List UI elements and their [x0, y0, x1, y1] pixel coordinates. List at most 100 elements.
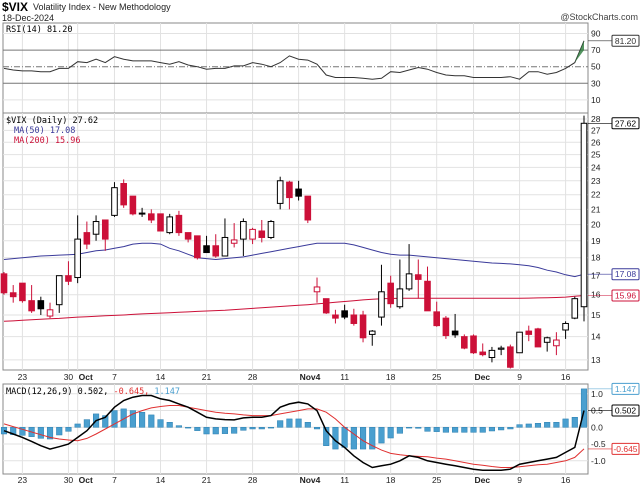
- price-y-tick: 14: [591, 332, 601, 342]
- histogram-bar: [452, 427, 459, 433]
- price-y-tick: 23: [591, 176, 601, 186]
- candlestick: [129, 195, 137, 216]
- candle-body: [249, 228, 256, 240]
- histogram-bar: [534, 423, 542, 428]
- price-y-tick: 20: [591, 220, 601, 230]
- histogram-bar: [129, 410, 136, 428]
- candlestick: [543, 336, 551, 352]
- histogram-bar: [424, 427, 431, 432]
- candle-body: [507, 346, 514, 368]
- x-tick-label: 11: [340, 475, 349, 485]
- price-y-tick: 25: [591, 150, 601, 160]
- x-tick-label: 11: [340, 372, 349, 382]
- x-tick-label: 18: [386, 372, 396, 382]
- signal-line: [3, 405, 585, 468]
- macd-legend-hist: 1.147: [149, 387, 180, 397]
- histogram-bar: [406, 427, 413, 429]
- histogram-bar: [415, 427, 422, 429]
- x-tick-label: 9: [517, 372, 522, 382]
- rsi-panel: 90 70 50 30 10 81.20: [2, 22, 640, 114]
- ma200-value-tag: 15.96: [615, 291, 637, 301]
- candle-body: [240, 221, 247, 240]
- macd-legend: MACD(12,26,9) 0.502, -0.645, 1.147: [6, 387, 180, 397]
- histogram-bar: [341, 427, 348, 448]
- candle-body: [148, 213, 155, 221]
- candlestick: [37, 296, 45, 315]
- rsi-y-tick: 10: [591, 95, 601, 105]
- candlestick: [286, 180, 293, 210]
- histogram-bar: [350, 427, 357, 450]
- histogram-bar: [102, 415, 109, 428]
- histogram-bar: [0, 427, 8, 435]
- candlestick: [497, 345, 505, 356]
- price-y-tick: 27: [591, 125, 601, 135]
- candlestick: [194, 235, 201, 260]
- histogram-bar: [157, 419, 164, 428]
- histogram-bar: [507, 427, 514, 430]
- x-tick-label: 7: [112, 372, 117, 382]
- candle-body: [451, 330, 459, 336]
- price-legend: $VIX (Daily) 27.62: [6, 116, 98, 126]
- histogram-bar: [498, 427, 505, 431]
- histogram-value-tag-box: [611, 382, 640, 395]
- candlestick: [553, 332, 560, 356]
- candlestick: [295, 180, 302, 201]
- ma200-value-tag-box: [611, 289, 640, 302]
- candlestick: [341, 304, 348, 320]
- histogram-bar: [65, 427, 72, 432]
- histogram-value-tag: 1.147: [615, 384, 637, 394]
- histogram-bar: [148, 414, 155, 428]
- histogram-bar: [267, 427, 275, 429]
- candlestick: [28, 285, 35, 313]
- candle-body: [230, 239, 238, 244]
- histogram-bar: [442, 427, 449, 433]
- x-tick-label: 16: [561, 372, 571, 382]
- candle-body: [92, 221, 100, 235]
- histogram-bar: [378, 427, 385, 444]
- histogram-bar: [46, 427, 54, 440]
- candle-body: [488, 349, 496, 359]
- x-tick-label: Oct: [79, 372, 93, 382]
- histogram-bar: [203, 427, 210, 435]
- price-y-tick: 19: [591, 236, 601, 246]
- candlestick: [19, 282, 26, 303]
- price-y-tick: 17: [591, 271, 601, 281]
- histogram-bar: [56, 427, 63, 436]
- candle-body: [9, 292, 17, 298]
- x-tick-label: 23: [18, 372, 28, 382]
- candle-body: [221, 236, 229, 257]
- histogram-bar: [231, 427, 238, 434]
- rsi-y-tick: 90: [591, 29, 601, 39]
- price-y-tick: 22: [591, 190, 601, 200]
- candle-body: [46, 309, 54, 317]
- signal-value-tag: -0.645: [613, 444, 637, 454]
- histogram-bar: [258, 427, 265, 430]
- rsi-y-tick: 50: [591, 62, 601, 72]
- histogram-bar: [37, 427, 44, 439]
- candle-body: [120, 183, 127, 206]
- candle-body: [0, 273, 8, 294]
- candlestick: [249, 227, 256, 245]
- candlestick: [378, 264, 385, 326]
- macd-value-tag-box: [611, 404, 640, 417]
- candle-body: [516, 331, 523, 354]
- candlestick: [0, 272, 8, 295]
- histogram-bar: [553, 422, 560, 428]
- candle-body: [184, 232, 192, 240]
- histogram-bar: [212, 427, 219, 435]
- candlestick: [424, 266, 431, 312]
- candlestick: [479, 343, 487, 357]
- candlestick: [414, 259, 422, 299]
- ma200-legend: MA(200) 15.96: [14, 136, 81, 146]
- price-frame: [2, 112, 589, 371]
- rsi-frame: [2, 22, 589, 114]
- candle-body: [138, 212, 146, 215]
- candlestick: [203, 235, 210, 254]
- x-tick-label: 21: [202, 372, 212, 382]
- x-tick-label: 30: [64, 475, 74, 485]
- candlestick: [46, 302, 54, 319]
- candle-body: [37, 300, 45, 310]
- candle-body: [368, 330, 376, 335]
- candlestick: [175, 210, 183, 236]
